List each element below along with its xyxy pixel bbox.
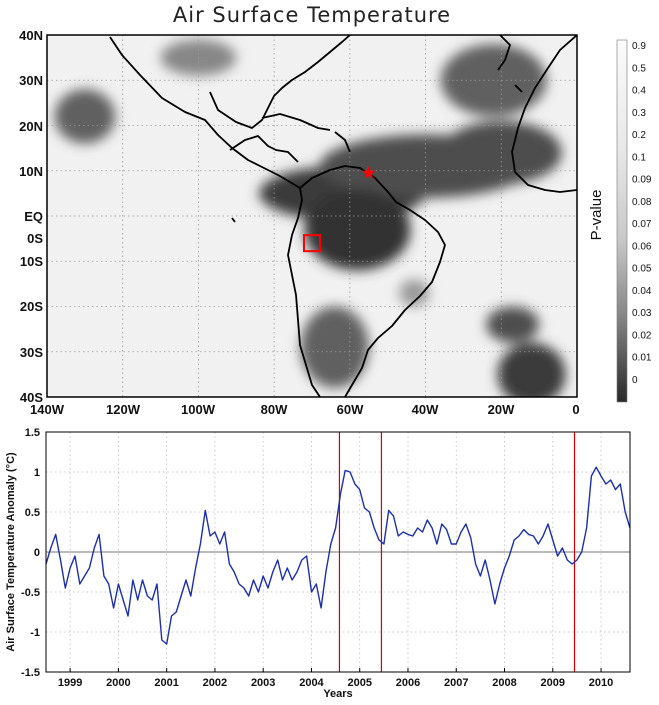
timeseries-x-tick: 2006 <box>396 677 420 689</box>
significance-region <box>399 279 430 307</box>
timeseries-panel: 1.5 1 0.5 0 -0.5 -1 -1.5 1999 2000 2001 2002 2003 2… <box>5 427 631 700</box>
coastline-caribbean-islands <box>261 113 351 153</box>
timeseries-y-tick: 0.5 <box>25 507 40 519</box>
timeseries-y-tick: -0.5 <box>21 587 40 599</box>
colorbar: 0.9 0.5 0.4 0.3 0.2 0.1 0.09 0.08 0.07 0.06 0.05 0.… <box>588 39 652 403</box>
timeseries-x-tick: 2002 <box>203 677 227 689</box>
map-gridlines <box>47 35 577 397</box>
significance-region <box>486 306 540 343</box>
map-y-ticks: 40N 30N 20N 10N EQ 0S 10S 20S 30S 40S <box>19 28 43 405</box>
significance-region <box>54 89 116 144</box>
map-y-tick: 20S <box>20 299 43 314</box>
timeseries-y-tick: 1 <box>34 467 40 479</box>
coastline-gulf-south <box>229 135 299 163</box>
colorbar-tick-label: 0.04 <box>632 286 652 297</box>
colorbar-tick-label: 0 <box>632 375 638 386</box>
colorbar-tick-label: 0.07 <box>632 219 652 230</box>
map-y-tick: 40N <box>19 28 43 43</box>
colorbar-tick-label: 0.06 <box>632 241 652 252</box>
map-y-tick: 30S <box>20 345 43 360</box>
significance-region <box>300 306 369 388</box>
significance-region <box>497 342 566 397</box>
map-y-tick: 0S <box>27 231 43 246</box>
timeseries-x-tick: 2009 <box>541 677 565 689</box>
colorbar-tick-label: 0.3 <box>632 108 646 119</box>
coastline-gulf <box>209 35 351 129</box>
timeseries-x-ticks: 1999 2000 2001 2002 2003 2004 2005 2006 2007 2008… <box>58 668 613 689</box>
map-x-tick: 0 <box>572 402 579 417</box>
colorbar-tick-label: 0.05 <box>632 264 652 275</box>
map-x-tick: 60W <box>337 402 364 417</box>
colorbar-tick-label: 0.5 <box>632 63 646 74</box>
event-lines <box>338 432 576 672</box>
colorbar-tick-label: 0.4 <box>632 86 646 97</box>
colorbar-tick-label: 0.02 <box>632 330 652 341</box>
colorbar-tick-label: 0.03 <box>632 308 652 319</box>
red-square-marker <box>303 234 321 253</box>
timeseries-x-tick: 2004 <box>299 677 324 689</box>
map-title: Air Surface Temperature <box>173 3 451 27</box>
timeseries-y-tick: -1 <box>30 627 40 639</box>
map-x-ticks: 140W 120W 100W 80W 60W 40W 20W 0 <box>30 402 580 417</box>
significance-region <box>304 188 411 271</box>
timeseries-y-tick: 0 <box>34 547 40 559</box>
timeseries-y-tick: 1.5 <box>25 427 40 439</box>
colorbar-ticks: 0.9 0.5 0.4 0.3 0.2 0.1 0.09 0.08 0.07 0.06 0.05 0.… <box>632 41 652 386</box>
colorbar-label: P-value <box>588 190 605 241</box>
timeseries-x-label: Years <box>323 688 352 700</box>
map-x-tick: 120W <box>106 402 141 417</box>
significance-regions <box>54 39 566 397</box>
coastline-americas-west <box>109 36 321 397</box>
map-y-tick: 10N <box>19 164 43 179</box>
timeseries-y-tick: -1.5 <box>21 667 40 679</box>
temperature-anomaly-line <box>45 466 630 645</box>
timeseries-x-tick: 1999 <box>58 677 82 689</box>
map-x-tick: 140W <box>30 402 65 417</box>
timeseries-frame <box>45 431 631 673</box>
colorbar-tick-label: 0.09 <box>632 175 652 186</box>
coastlines <box>109 35 577 397</box>
map-y-tick: 40S <box>20 390 43 405</box>
red-star-marker <box>362 166 376 179</box>
colorbar-gradient <box>616 39 628 403</box>
timeseries-x-tick: 2001 <box>154 677 178 689</box>
coastline-africa <box>511 35 577 193</box>
coastline-small-island <box>231 217 236 223</box>
timeseries-x-tick: 2007 <box>444 677 468 689</box>
coastline-south-america-east <box>299 165 446 397</box>
map-panel <box>46 34 578 398</box>
timeseries-x-tick: 2000 <box>106 677 130 689</box>
map-y-tick: EQ <box>24 209 43 224</box>
map-frame <box>46 34 578 398</box>
timeseries-x-tick: 2005 <box>347 677 371 689</box>
timeseries-y-label: Air Surface Temperature Anomaly (°C) <box>5 452 17 652</box>
map-x-tick: 40W <box>412 402 439 417</box>
map-y-tick: 10S <box>20 254 43 269</box>
colorbar-tick-label: 0.08 <box>632 197 652 208</box>
timeseries-x-tick: 2003 <box>251 677 275 689</box>
map-x-tick: 80W <box>261 402 288 417</box>
map-y-tick: 20N <box>19 119 43 134</box>
timeseries-x-tick: 2010 <box>589 677 613 689</box>
timeseries-x-tick: 2008 <box>492 677 516 689</box>
colorbar-tick-label: 0.01 <box>632 353 652 364</box>
map-x-tick: 100W <box>181 402 216 417</box>
map-x-tick: 20W <box>488 402 515 417</box>
timeseries-gridlines <box>46 432 630 672</box>
colorbar-tick-label: 0.1 <box>632 152 646 163</box>
colorbar-tick-label: 0.2 <box>632 130 646 141</box>
colorbar-tick-label: 0.9 <box>632 41 646 52</box>
map-y-tick: 30N <box>19 73 43 88</box>
timeseries-y-ticks: 1.5 1 0.5 0 -0.5 -1 -1.5 <box>21 427 40 679</box>
